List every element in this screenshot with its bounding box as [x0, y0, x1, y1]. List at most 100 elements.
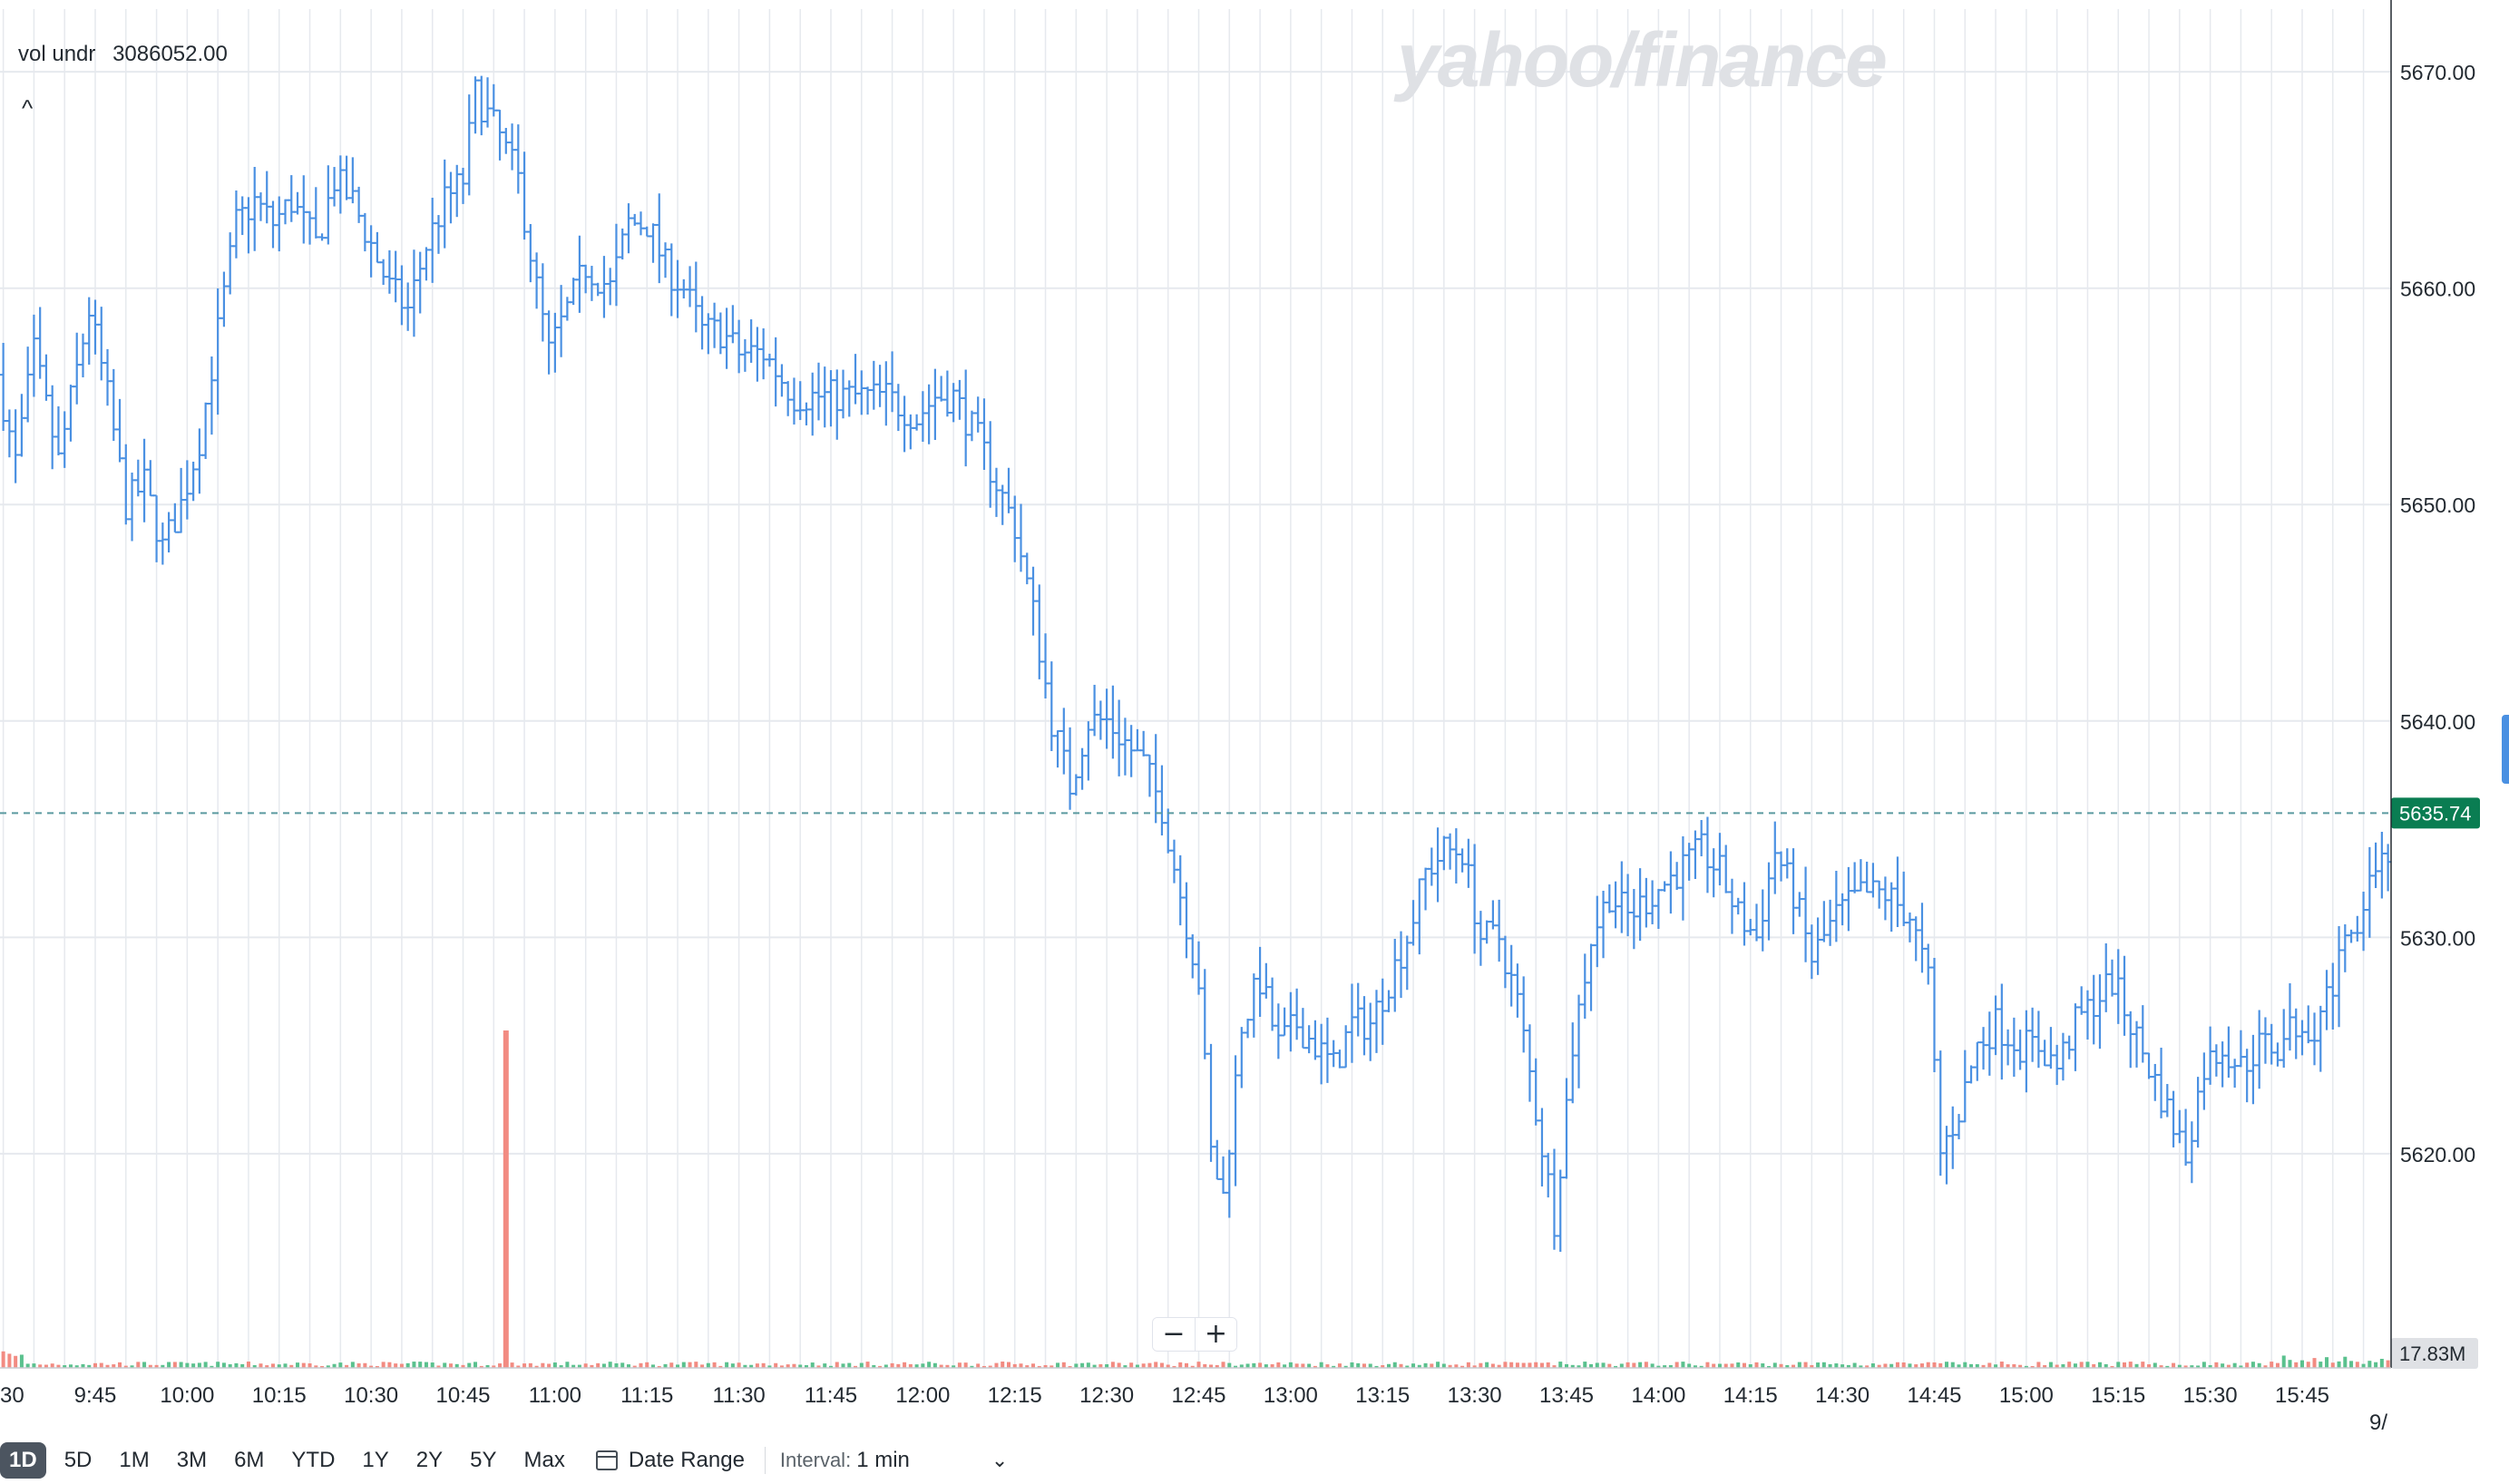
volume-bar — [639, 1362, 643, 1368]
volume-bar — [2300, 1360, 2304, 1368]
ohlc-bar — [821, 366, 829, 428]
volume-bar — [1810, 1364, 1814, 1368]
volume-bar — [1877, 1364, 1881, 1368]
ohlc-bar — [955, 379, 963, 420]
ohlc-bar — [306, 210, 314, 245]
volume-bar — [1932, 1362, 1937, 1368]
range-button-ytd[interactable]: YTD — [282, 1442, 344, 1479]
ohlc-bar — [1850, 862, 1859, 893]
ohlc-bar — [557, 285, 565, 357]
volume-bar — [1362, 1363, 1366, 1368]
volume-bar — [1288, 1362, 1293, 1368]
volume-bar — [1490, 1363, 1495, 1368]
ohlc-bar — [1912, 916, 1920, 962]
ohlc-bar — [1937, 1050, 1945, 1176]
volume-bar — [1423, 1362, 1428, 1368]
ohlc-bar — [1599, 890, 1607, 959]
volume-bar — [1258, 1362, 1263, 1368]
volume-bar — [1565, 1363, 1568, 1368]
volume-bar — [259, 1363, 263, 1368]
volume-bar — [1963, 1362, 1967, 1368]
range-button-1d[interactable]: 1D — [0, 1442, 46, 1479]
zoom-out-button[interactable]: − — [1153, 1318, 1195, 1351]
x-tick-label: 13:00 — [1264, 1383, 1318, 1408]
volume-bar — [1558, 1362, 1563, 1368]
ohlc-bar — [1715, 833, 1723, 886]
volume-bar — [2024, 1365, 2028, 1368]
chevron-down-icon: ⌄ — [991, 1449, 1009, 1471]
ohlc-bar — [330, 167, 338, 207]
volume-bar — [626, 1364, 630, 1368]
x-tick-label: 12:45 — [1171, 1383, 1225, 1408]
volume-bar — [1914, 1364, 1918, 1368]
collapse-legend-icon[interactable]: ^ — [22, 94, 34, 122]
ohlc-bar — [1201, 969, 1209, 1059]
volume-bar — [1859, 1365, 1863, 1368]
volume-bar — [2343, 1356, 2348, 1368]
volume-bar — [2337, 1361, 2341, 1368]
ohlc-bar — [66, 385, 74, 442]
x-tick-label: 15:15 — [2091, 1383, 2145, 1408]
ohlc-bar — [1924, 943, 1932, 985]
volume-bar — [246, 1362, 250, 1368]
volume-bar — [1141, 1363, 1146, 1368]
ohlc-bar — [1170, 839, 1178, 884]
interval-label: Interval: — [779, 1449, 852, 1471]
ohlc-bar — [808, 372, 816, 436]
range-button-2y[interactable]: 2Y — [407, 1442, 452, 1479]
range-button-5y[interactable]: 5Y — [461, 1442, 505, 1479]
volume-bar — [1528, 1362, 1532, 1368]
zoom-in-button[interactable]: + — [1195, 1318, 1236, 1351]
ohlc-bar — [2028, 1007, 2036, 1062]
volume-bar — [2312, 1358, 2317, 1368]
ohlc-bar — [2157, 1048, 2165, 1118]
ohlc-bar — [1973, 1041, 1981, 1081]
ohlc-bar — [428, 197, 436, 283]
volume-bar — [1166, 1364, 1170, 1368]
volume-bar — [1196, 1362, 1201, 1368]
volume-bar — [185, 1362, 190, 1368]
volume-bar — [700, 1364, 705, 1368]
ohlc-bar — [239, 196, 247, 236]
volume-bar — [399, 1363, 404, 1368]
volume-bar — [1135, 1364, 1139, 1368]
range-button-1m[interactable]: 1M — [110, 1442, 158, 1479]
volume-bar — [1681, 1362, 1685, 1368]
side-panel-handle[interactable] — [2502, 715, 2509, 784]
volume-bar — [2134, 1363, 2139, 1368]
ohlc-bar — [1630, 888, 1638, 950]
ohlc-bar — [723, 308, 731, 369]
ohlc-bar — [1195, 941, 1203, 995]
ohlc-bar — [1997, 983, 2006, 1080]
volume-bar — [1625, 1362, 1630, 1368]
ohlc-bar — [2022, 1010, 2030, 1093]
volume-bar — [1865, 1365, 1870, 1368]
range-button-5d[interactable]: 5D — [55, 1442, 102, 1479]
range-button-6m[interactable]: 6M — [225, 1442, 273, 1479]
ohlc-bar — [2182, 1108, 2190, 1167]
range-button-max[interactable]: Max — [514, 1442, 573, 1479]
date-range-button[interactable]: Date Range — [595, 1448, 745, 1473]
x-tick-label: 11:15 — [620, 1383, 673, 1408]
ohlc-bar — [472, 76, 480, 134]
interval-select[interactable]: Interval: 1 min ⌄ — [780, 1448, 1008, 1473]
volume-bar — [725, 1362, 729, 1368]
volume-bar — [161, 1364, 165, 1368]
volume-bar — [1987, 1362, 1992, 1368]
ohlc-bar — [1146, 754, 1154, 797]
volume-bar — [1901, 1362, 1906, 1368]
volume-bar — [130, 1365, 134, 1368]
x-tick-label: 9:45 — [74, 1383, 117, 1408]
volume-bar — [1264, 1364, 1268, 1368]
range-button-3m[interactable]: 3M — [168, 1442, 216, 1479]
ohlc-bar — [2292, 1008, 2300, 1059]
volume-bar — [369, 1365, 374, 1368]
volume-bar — [1283, 1364, 1287, 1368]
volume-bar — [1074, 1363, 1079, 1368]
volume-bar — [394, 1363, 398, 1368]
ohlc-bar — [1691, 830, 1699, 880]
ohlc-bar — [361, 212, 369, 252]
range-button-1y[interactable]: 1Y — [353, 1442, 397, 1479]
ohlc-bar — [698, 296, 707, 350]
